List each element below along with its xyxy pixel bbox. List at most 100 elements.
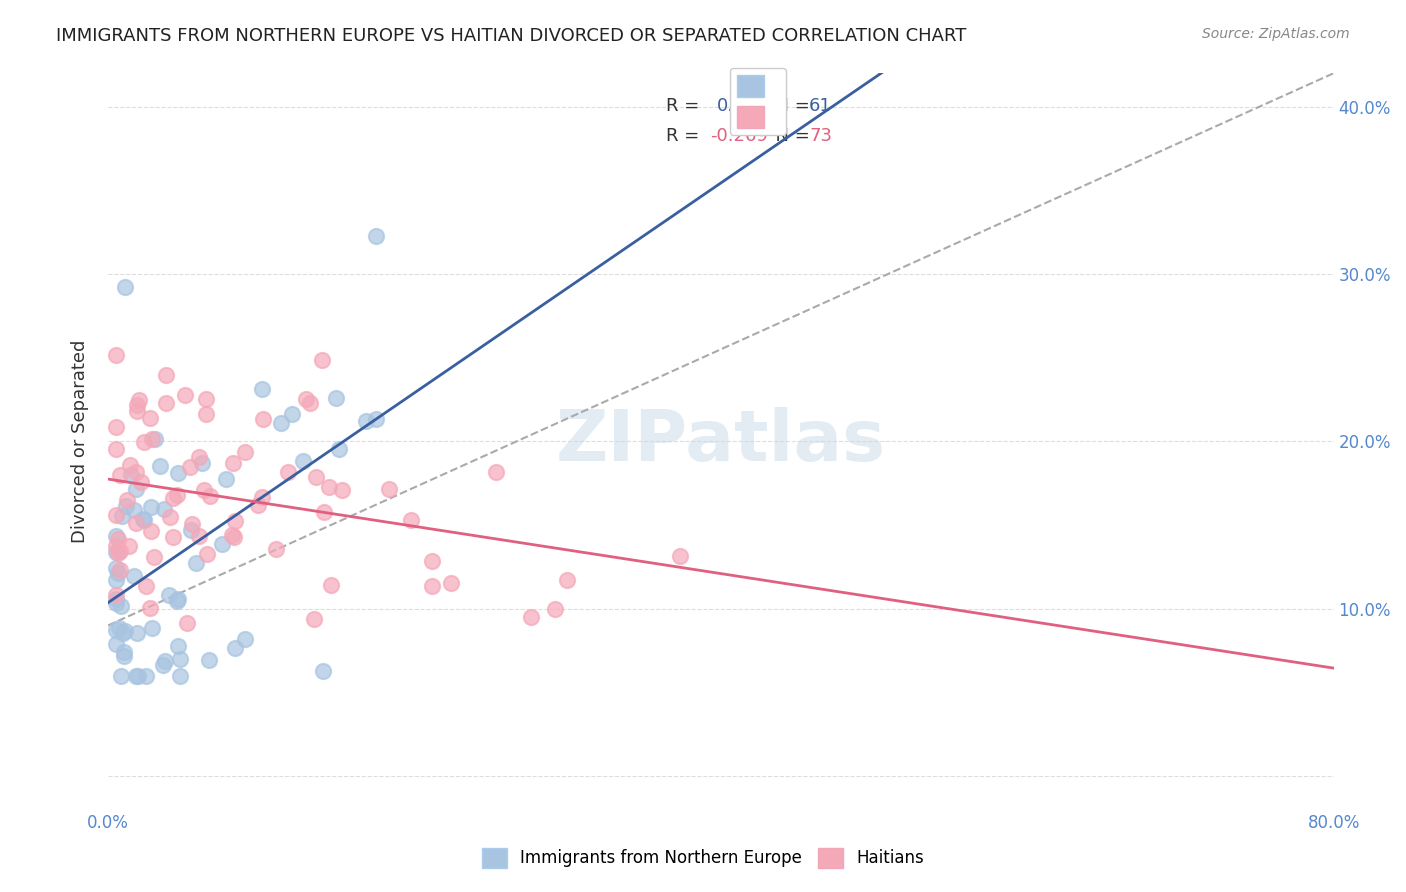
Point — [139, 600, 162, 615]
Point — [281, 407, 304, 421]
Point — [155, 396, 177, 410]
Point — [155, 368, 177, 383]
Text: N =: N = — [763, 127, 815, 145]
Point — [191, 456, 214, 470]
Point — [141, 500, 163, 514]
Point — [112, 645, 135, 659]
Point — [125, 668, 148, 682]
Point — [169, 652, 191, 666]
Point — [302, 612, 325, 626]
Point — [141, 524, 163, 539]
Point — [104, 560, 127, 574]
Point — [222, 530, 245, 544]
Point — [118, 539, 141, 553]
Point — [180, 523, 202, 537]
Point — [107, 566, 129, 580]
Point — [198, 489, 221, 503]
Point — [520, 610, 543, 624]
Point — [166, 593, 188, 607]
Point — [252, 412, 274, 426]
Point — [354, 414, 377, 428]
Point — [162, 491, 184, 505]
Point — [104, 508, 127, 522]
Text: 0.559: 0.559 — [717, 97, 769, 115]
Point — [124, 503, 146, 517]
Point — [112, 626, 135, 640]
Point — [115, 500, 138, 514]
Point — [132, 434, 155, 449]
Point — [195, 547, 218, 561]
Point — [104, 592, 127, 607]
Point — [167, 467, 190, 481]
Point — [135, 579, 157, 593]
Point — [104, 588, 127, 602]
Point — [110, 563, 132, 577]
Point — [153, 502, 176, 516]
Point — [142, 550, 165, 565]
Point — [104, 573, 127, 587]
Point — [104, 529, 127, 543]
Point — [166, 488, 188, 502]
Point — [125, 465, 148, 479]
Point — [366, 412, 388, 426]
Point — [188, 450, 211, 464]
Point — [104, 623, 127, 637]
Point — [153, 654, 176, 668]
Point — [132, 513, 155, 527]
Point — [179, 460, 201, 475]
Point — [104, 539, 127, 553]
Point — [159, 510, 181, 524]
Point — [111, 509, 134, 524]
Point — [176, 615, 198, 630]
Point — [174, 388, 197, 402]
Point — [318, 480, 340, 494]
Point — [143, 432, 166, 446]
Point — [328, 442, 350, 457]
Point — [110, 543, 132, 558]
Point — [169, 668, 191, 682]
Point — [311, 353, 333, 368]
Point — [195, 407, 218, 421]
Point — [127, 398, 149, 412]
Point — [215, 472, 238, 486]
Point — [222, 456, 245, 470]
Point — [104, 442, 127, 456]
Point — [194, 392, 217, 407]
Point — [104, 348, 127, 362]
Legend: Immigrants from Northern Europe, Haitians: Immigrants from Northern Europe, Haitian… — [475, 841, 931, 875]
Point — [420, 579, 443, 593]
Point — [107, 532, 129, 546]
Text: ZIPatlas: ZIPatlas — [555, 407, 886, 476]
Point — [364, 228, 387, 243]
Text: R =: R = — [665, 127, 704, 145]
Point — [270, 416, 292, 430]
Point — [224, 514, 246, 528]
Point — [152, 657, 174, 672]
Point — [557, 573, 579, 587]
Point — [330, 483, 353, 497]
Point — [127, 668, 149, 682]
Point — [108, 468, 131, 483]
Point — [162, 530, 184, 544]
Point — [104, 544, 127, 558]
Point — [399, 512, 422, 526]
Point — [188, 529, 211, 543]
Point — [485, 465, 508, 479]
Point — [669, 549, 692, 564]
Point — [125, 625, 148, 640]
Point — [299, 396, 322, 410]
Point — [139, 410, 162, 425]
Point — [141, 432, 163, 446]
Point — [544, 601, 567, 615]
Point — [108, 621, 131, 635]
Point — [319, 578, 342, 592]
Point — [135, 668, 157, 682]
Point — [193, 483, 215, 497]
Point — [104, 637, 127, 651]
Point — [124, 569, 146, 583]
Point — [211, 537, 233, 551]
Text: 61: 61 — [808, 97, 832, 115]
Point — [128, 393, 150, 408]
Point — [104, 596, 127, 610]
Point — [114, 624, 136, 638]
